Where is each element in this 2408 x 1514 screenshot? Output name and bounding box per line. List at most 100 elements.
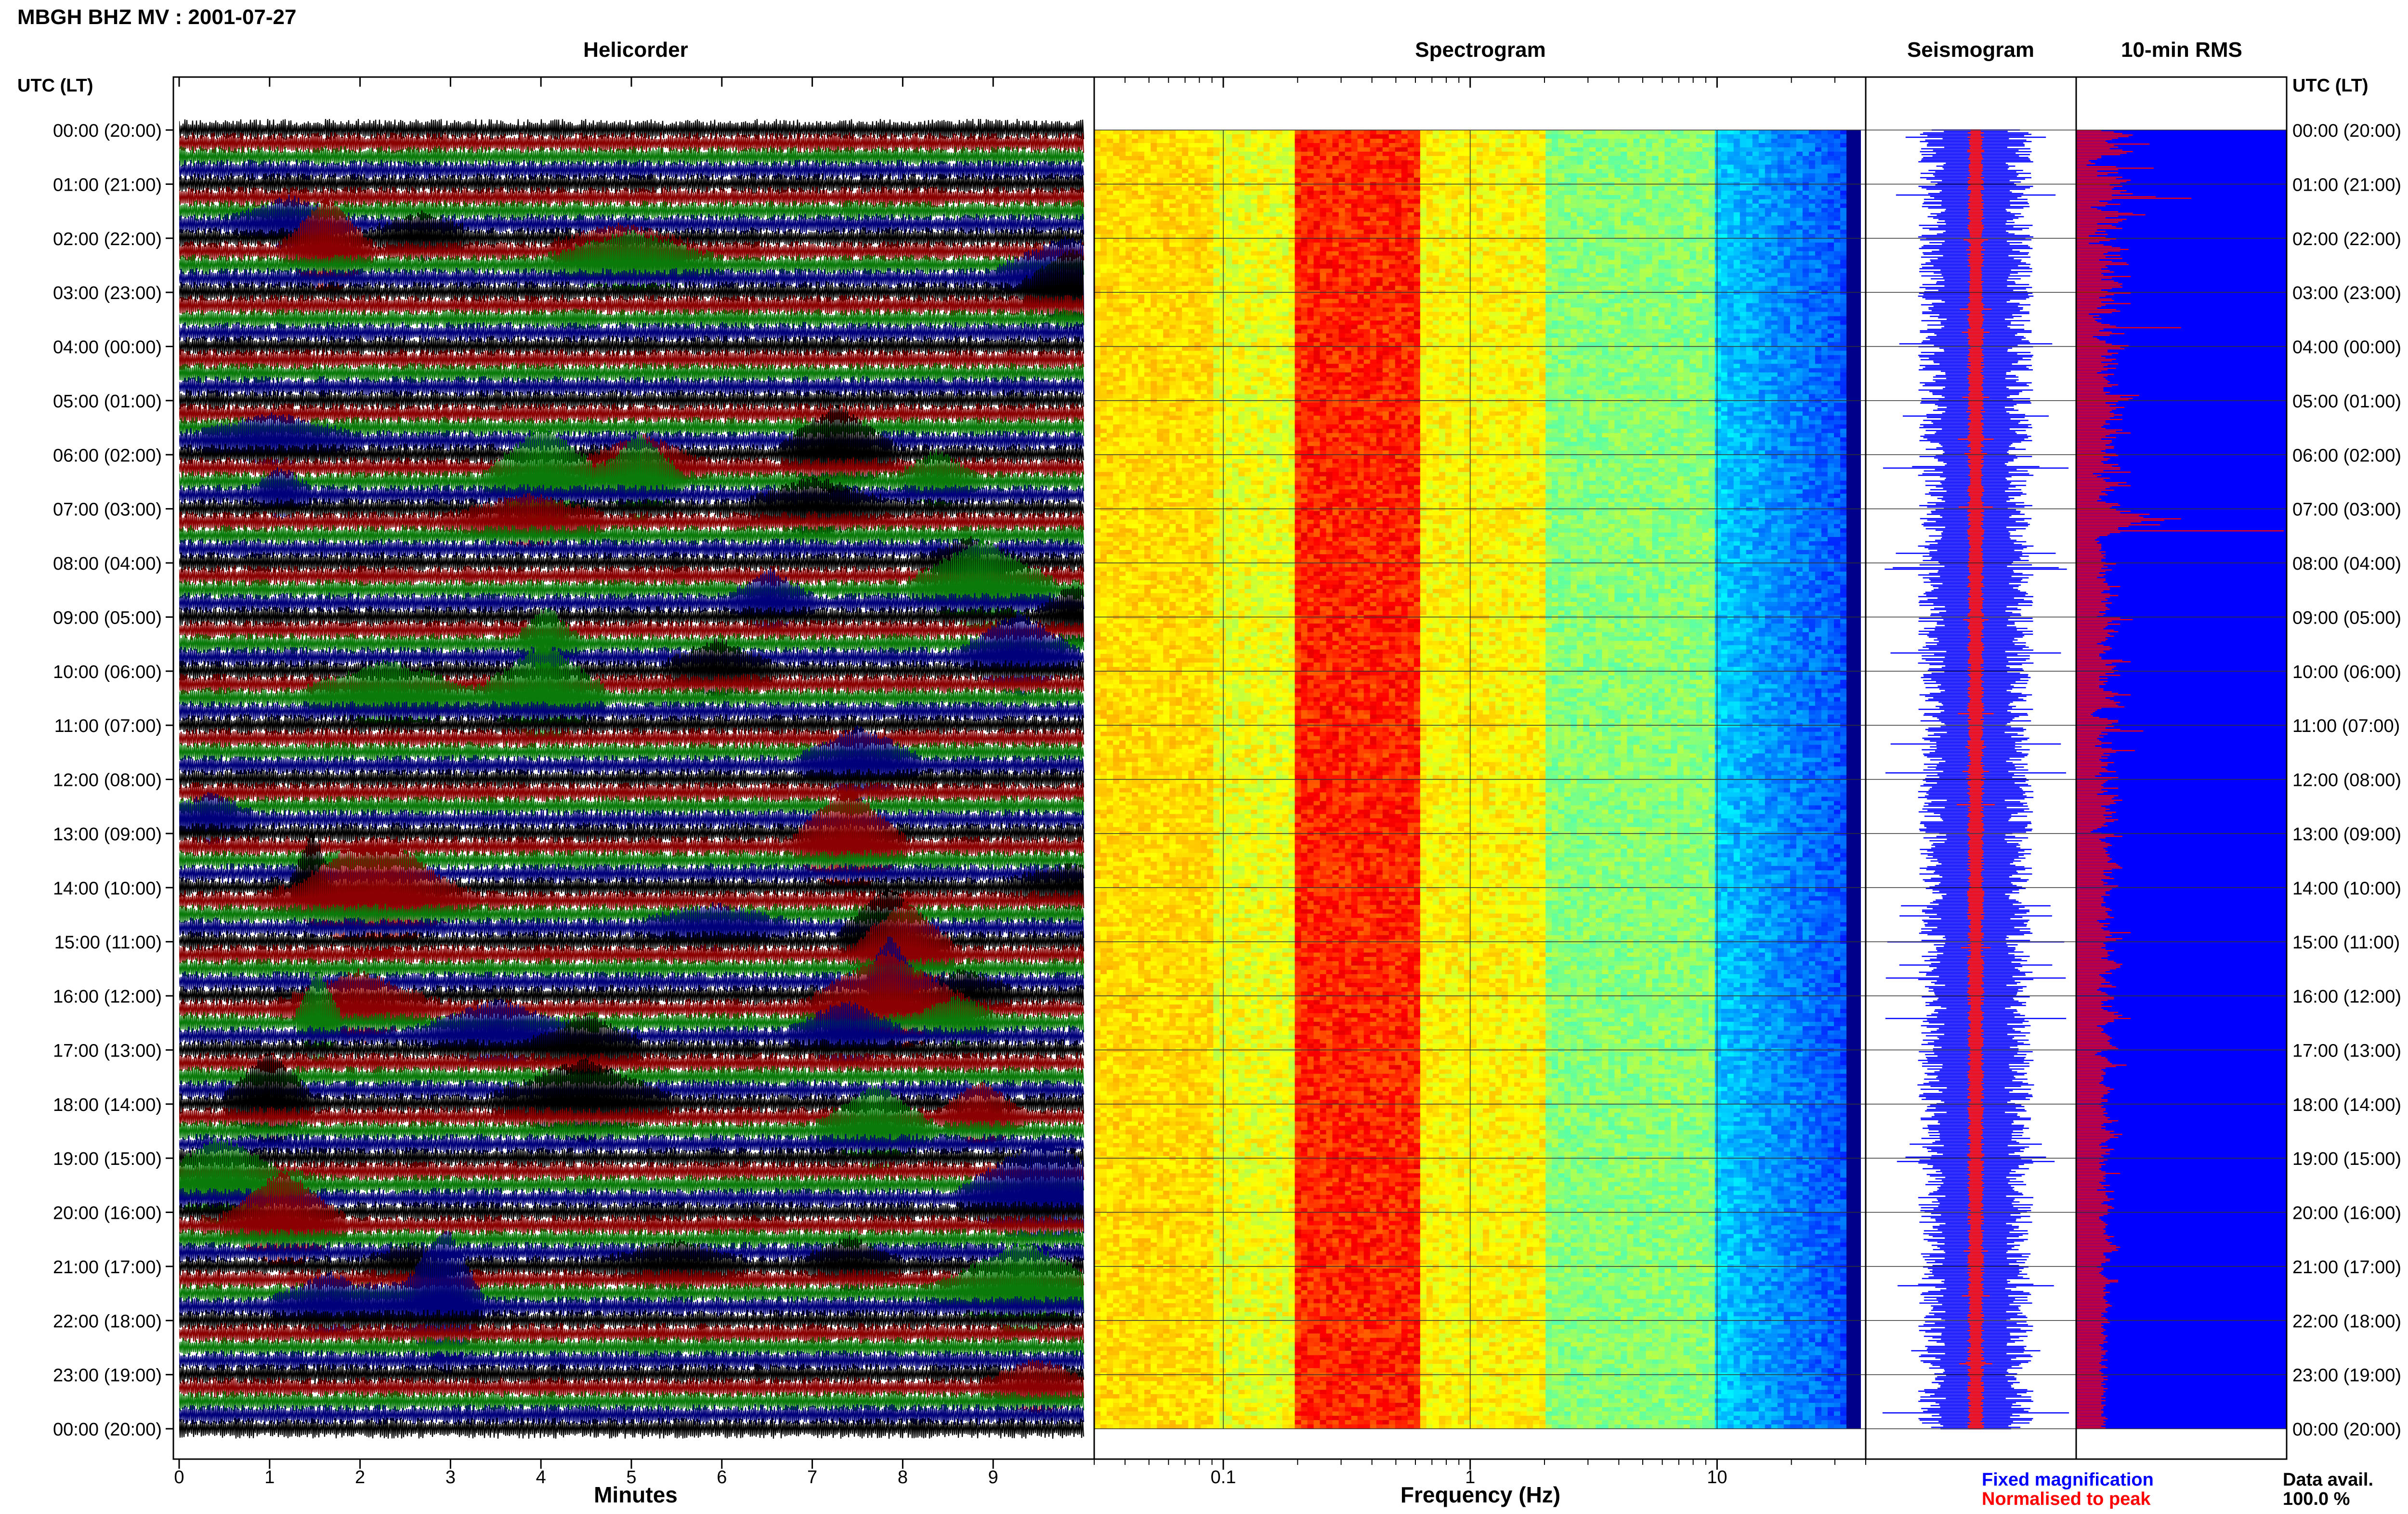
spectrogram-cell	[1828, 243, 1834, 248]
spectrogram-cell	[1100, 295, 1107, 300]
spectrogram-cell	[1796, 217, 1803, 222]
spectrogram-cell	[1144, 217, 1151, 222]
spectrogram-cell	[1771, 139, 1778, 144]
spectrogram-cell	[1765, 208, 1772, 213]
spectrogram-cell	[1502, 169, 1508, 174]
spectrogram-cell	[1577, 256, 1584, 261]
spectrogram-cell	[1188, 273, 1195, 278]
spectrogram-cell	[1659, 256, 1665, 261]
spectrogram-cell	[1464, 173, 1471, 178]
spectrogram-cell	[1276, 217, 1283, 222]
spectrogram-cell	[1470, 186, 1477, 191]
spectrogram-cell	[1119, 204, 1126, 209]
spectrogram-cell	[1295, 243, 1302, 248]
spectrogram-cell	[1489, 152, 1496, 157]
spectrogram-cell	[1533, 147, 1540, 152]
spectrogram-cell	[1677, 251, 1684, 256]
spectrogram-cell	[1715, 277, 1722, 282]
spectrogram-cell	[1263, 212, 1270, 217]
spectrogram-cell	[1746, 247, 1753, 252]
spectrogram-cell	[1132, 273, 1139, 278]
spectrogram-cell	[1151, 260, 1157, 265]
spectrogram-cell	[1301, 165, 1308, 170]
spectrogram-cell	[1301, 273, 1308, 278]
spectrogram-cell	[1520, 134, 1527, 139]
spectrogram-cell	[1326, 165, 1333, 170]
spectrogram-cell	[1094, 256, 1101, 261]
spectrogram-cell	[1495, 282, 1502, 287]
spectrogram-cell	[1113, 134, 1120, 139]
spectrogram-cell	[1489, 269, 1496, 274]
spectrogram-cell	[1094, 286, 1101, 291]
spectrogram-cell	[1533, 238, 1540, 243]
spectrogram-cell	[1283, 303, 1289, 308]
spectrogram-cell	[1790, 199, 1797, 204]
spectrogram-cell	[1420, 282, 1427, 287]
spectrogram-cell	[1308, 208, 1314, 213]
spectrogram-cell	[1621, 273, 1627, 278]
spectrogram-cell	[1690, 264, 1697, 269]
spectrogram-cell	[1151, 221, 1157, 226]
spectrogram-cell	[1426, 303, 1433, 308]
spectrogram-cell	[1283, 230, 1289, 235]
spectrogram-cell	[1138, 204, 1145, 209]
spectrogram-cell	[1495, 195, 1502, 200]
spectrogram-cell	[1646, 286, 1653, 291]
spectrogram-cell	[1627, 264, 1634, 269]
spectrogram-cell	[1445, 256, 1452, 261]
spectrogram-cell	[1314, 303, 1321, 308]
spectrogram-cell	[1113, 160, 1120, 165]
spectrogram-cell	[1408, 217, 1414, 222]
spectrogram-cell	[1583, 143, 1590, 148]
spectrogram-cell	[1608, 238, 1615, 243]
spectrogram-cell	[1489, 299, 1496, 304]
spectrogram-cell	[1665, 186, 1672, 191]
spectrogram-cell	[1539, 295, 1546, 300]
spectrogram-cell	[1684, 160, 1690, 165]
spectrogram-cell	[1702, 264, 1709, 269]
spectrogram-cell	[1301, 212, 1308, 217]
spectrogram-cell	[1809, 251, 1816, 256]
spectrogram-cell	[1784, 238, 1791, 243]
spectrogram-cell	[1652, 269, 1659, 274]
spectrogram-cell	[1746, 195, 1753, 200]
spectrogram-cell	[1157, 299, 1164, 304]
spectrogram-cell	[1257, 225, 1264, 230]
spectrogram-cell	[1163, 147, 1170, 152]
spectrogram-cell	[1821, 264, 1828, 269]
spectrogram-cell	[1489, 282, 1496, 287]
spectrogram-cell	[1602, 225, 1609, 230]
spectrogram-cell	[1489, 303, 1496, 308]
spectrogram-cell	[1602, 191, 1609, 196]
spectrogram-cell	[1295, 286, 1302, 291]
spectrogram-cell	[1151, 217, 1157, 222]
spectrogram-cell	[1558, 256, 1565, 261]
spectrogram-cell	[1558, 178, 1565, 183]
spectrogram-cell	[1194, 217, 1201, 222]
spectrogram-cell	[1251, 173, 1257, 178]
spectrogram-cell	[1659, 286, 1665, 291]
spectrogram-cell	[1464, 273, 1471, 278]
spectrogram-cell	[1527, 260, 1533, 265]
spectrogram-cell	[1213, 243, 1220, 248]
spectrogram-cell	[1201, 286, 1207, 291]
spectrogram-cell	[1815, 273, 1822, 278]
spectrogram-cell	[1452, 217, 1458, 222]
spectrogram-cell	[1684, 234, 1690, 239]
spectrogram-cell	[1696, 273, 1703, 278]
spectrogram-cell	[1527, 225, 1533, 230]
spectrogram-cell	[1169, 134, 1176, 139]
spectrogram-cell	[1345, 251, 1352, 256]
spectrogram-cell	[1627, 295, 1634, 300]
spectrogram-cell	[1326, 143, 1333, 148]
spectrogram-cell	[1483, 134, 1490, 139]
spectrogram-cell	[1314, 221, 1321, 226]
spectrogram-cell	[1477, 156, 1483, 161]
spectrogram-cell	[1665, 169, 1672, 174]
spectrogram-cell	[1182, 234, 1189, 239]
spectrogram-cell	[1339, 195, 1346, 200]
spectrogram-cell	[1100, 299, 1107, 304]
spectrogram-cell	[1721, 282, 1728, 287]
spectrogram-cell	[1652, 212, 1659, 217]
spectrogram-cell	[1790, 251, 1797, 256]
